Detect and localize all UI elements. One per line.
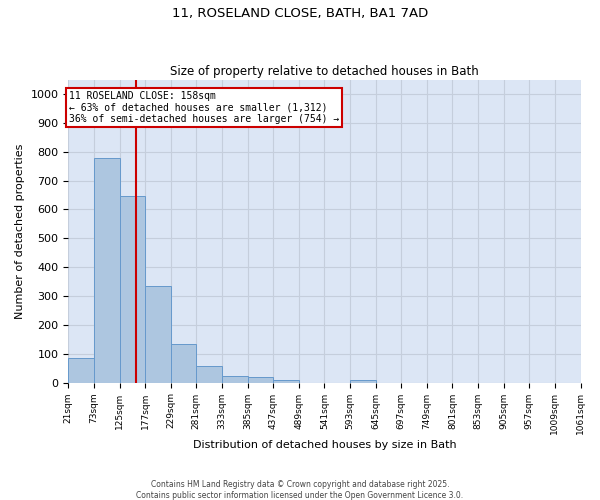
- Bar: [171, 344, 196, 383]
- Bar: [273, 380, 299, 382]
- Bar: [248, 378, 273, 382]
- Bar: [119, 196, 145, 382]
- Text: Contains HM Land Registry data © Crown copyright and database right 2025.
Contai: Contains HM Land Registry data © Crown c…: [136, 480, 464, 500]
- Title: Size of property relative to detached houses in Bath: Size of property relative to detached ho…: [170, 66, 479, 78]
- Bar: [145, 286, 171, 382]
- Bar: [68, 358, 94, 382]
- X-axis label: Distribution of detached houses by size in Bath: Distribution of detached houses by size …: [193, 440, 456, 450]
- Text: 11 ROSELAND CLOSE: 158sqm
← 63% of detached houses are smaller (1,312)
36% of se: 11 ROSELAND CLOSE: 158sqm ← 63% of detac…: [69, 91, 339, 124]
- Text: 11, ROSELAND CLOSE, BATH, BA1 7AD: 11, ROSELAND CLOSE, BATH, BA1 7AD: [172, 8, 428, 20]
- Y-axis label: Number of detached properties: Number of detached properties: [15, 144, 25, 319]
- Bar: [222, 376, 248, 382]
- Bar: [196, 366, 222, 382]
- Bar: [350, 380, 376, 382]
- Bar: [94, 158, 119, 382]
